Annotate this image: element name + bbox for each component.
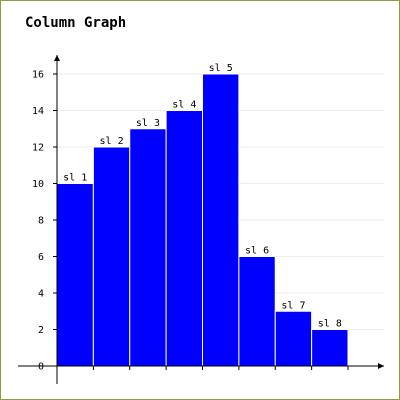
bar-label: sl 5 [209, 63, 233, 74]
bar-label: sl 8 [318, 319, 342, 330]
y-tick-label: 14 [32, 106, 44, 117]
y-tick-label: 2 [38, 325, 44, 336]
y-tick-label: 12 [32, 143, 44, 154]
y-tick-label: 10 [32, 179, 44, 190]
bar [129, 128, 167, 367]
y-tick-label: 6 [38, 252, 44, 263]
bar [311, 329, 349, 367]
y-ticks: 0 2 4 6 8 10 12 14 16 [32, 70, 57, 373]
bar [56, 183, 94, 367]
chart-title: Column Graph [25, 15, 127, 31]
bar [274, 310, 313, 367]
bar-label: sl 6 [245, 246, 269, 257]
y-tick-label: 16 [32, 70, 44, 81]
bar-label: sl 1 [63, 173, 87, 184]
bar [92, 146, 131, 367]
x-ticks [92, 366, 349, 370]
y-tick-label: 4 [38, 289, 44, 300]
y-tick-label: 0 [38, 362, 44, 373]
bar-labels: sl 1 sl 2 sl 3 sl 4 sl 5 sl 6 sl 7 sl 8 [63, 63, 342, 330]
x-axis-arrow [378, 363, 384, 369]
bar-label: sl 4 [172, 100, 196, 111]
bar [238, 256, 276, 367]
bar [165, 110, 203, 367]
bars [56, 73, 349, 367]
bar-label: sl 3 [136, 118, 160, 129]
bar-label: sl 7 [281, 300, 305, 311]
bar [202, 73, 240, 367]
bar-label: sl 2 [100, 136, 124, 147]
y-axis-arrow [54, 55, 60, 61]
y-tick-label: 8 [38, 216, 44, 227]
